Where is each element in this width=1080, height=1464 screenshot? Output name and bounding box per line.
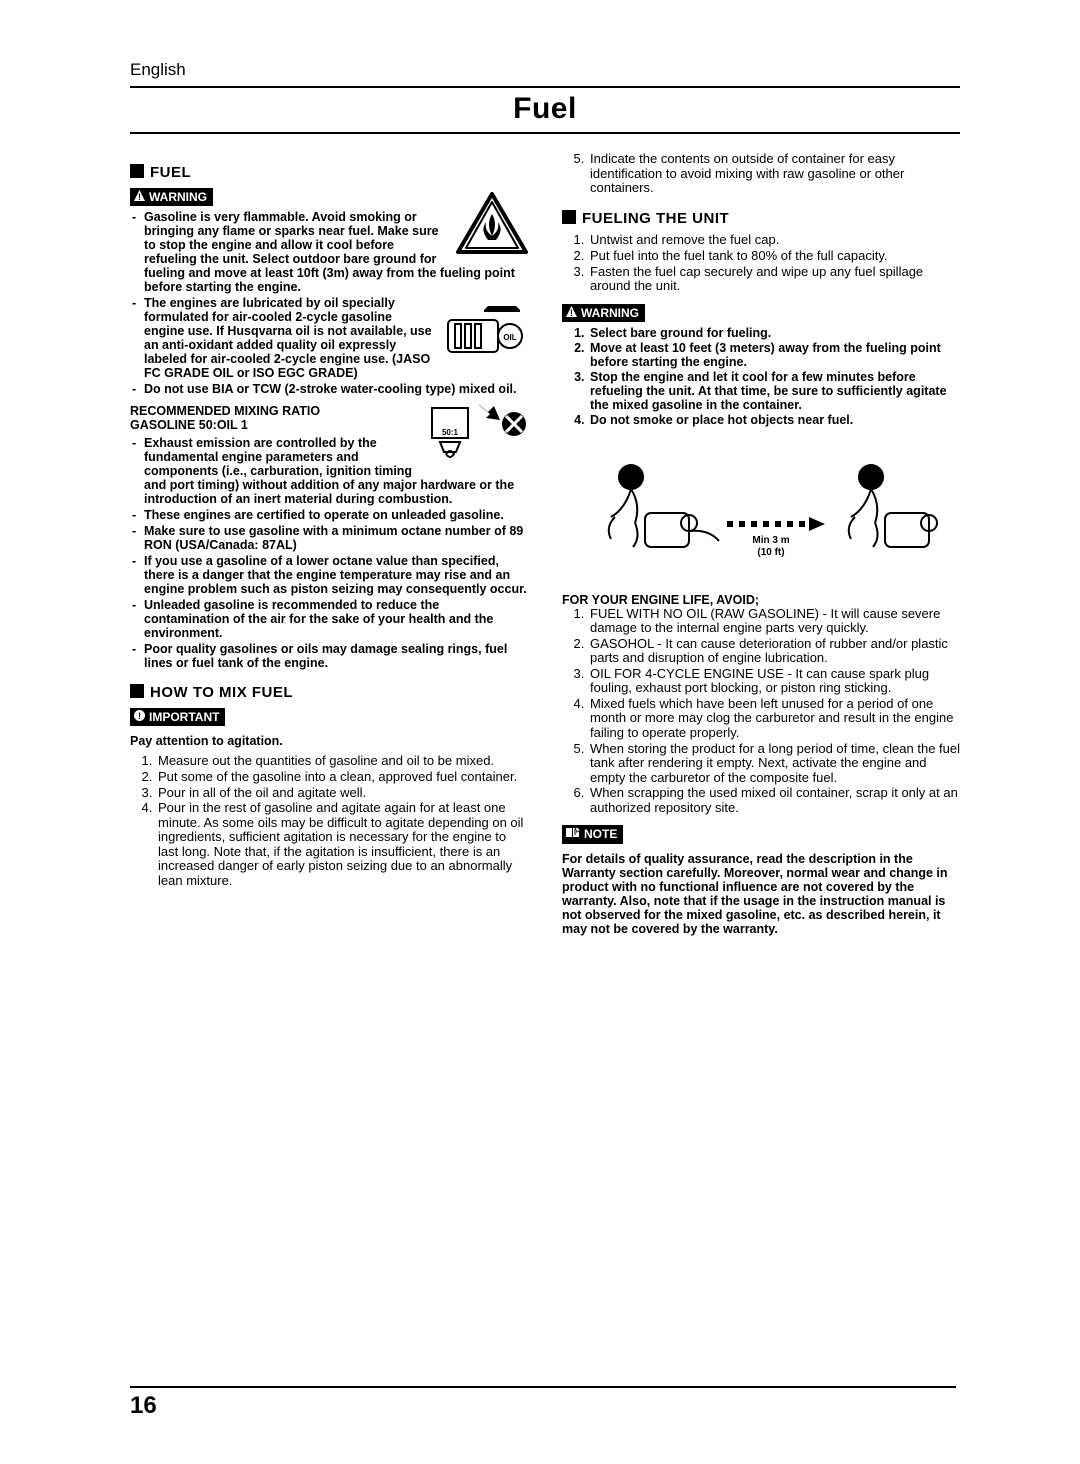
page-number: 16 [130, 1386, 956, 1420]
important-tag: ! IMPORTANT [130, 708, 225, 726]
mix-step: Indicate the contents on outside of cont… [588, 152, 960, 196]
warn-item: Exhaust emission are controlled by the f… [144, 436, 528, 506]
how-to-mix-heading: HOW TO MIX FUEL [130, 684, 528, 702]
language-label: English [130, 60, 960, 80]
svg-text:!: ! [138, 711, 141, 721]
fueling-heading: FUELING THE UNIT [562, 210, 960, 228]
svg-text:!: ! [570, 308, 573, 317]
heading-bullet-icon [130, 164, 144, 178]
warn-item: Gasoline is very flammable. Avoid smokin… [144, 210, 528, 294]
fueling-warn: Move at least 10 feet (3 meters) away fr… [588, 341, 960, 369]
note-tag: NOTE [562, 825, 623, 843]
heading-bullet-icon [562, 210, 576, 224]
mix-step: Put some of the gasoline into a clean, a… [156, 770, 528, 785]
fueling-warn: Select bare ground for fueling. [588, 326, 960, 340]
svg-text:!: ! [138, 192, 141, 201]
fuel-warning-list-1: Gasoline is very flammable. Avoid smokin… [130, 210, 528, 294]
pay-attention: Pay attention to agitation. [130, 734, 528, 748]
warn-item: If you use a gasoline of a lower octane … [144, 554, 528, 596]
section-title-bar: Fuel [130, 86, 960, 134]
warning-tag: ! WARNING [130, 188, 213, 206]
warning-triangle-icon: ! [134, 190, 145, 204]
warning-tag: ! WARNING [562, 304, 645, 322]
heading-bullet-icon [130, 684, 144, 698]
min-distance-figure: Min 3 m (10 ft) [562, 437, 960, 587]
avoid-list: FUEL WITH NO OIL (RAW GASOLINE) - It wil… [562, 607, 960, 816]
avoid-item: Mixed fuels which have been left unused … [588, 697, 960, 741]
avoid-heading: FOR YOUR ENGINE LIFE, AVOID; [562, 593, 960, 607]
fuel-warning-list-3: Exhaust emission are controlled by the f… [130, 436, 528, 670]
fueling-warning-list: Select bare ground for fueling. Move at … [562, 326, 960, 427]
warn-item: Make sure to use gasoline with a minimum… [144, 524, 528, 552]
fueling-step: Put fuel into the fuel tank to 80% of th… [588, 249, 960, 264]
fueling-steps: Untwist and remove the fuel cap. Put fue… [562, 233, 960, 293]
avoid-item: When storing the product for a long peri… [588, 742, 960, 786]
important-circle-icon: ! [134, 710, 145, 724]
mix-step: Pour in the rest of gasoline and agitate… [156, 801, 528, 888]
recommended-ratio: RECOMMENDED MIXING RATIO GASOLINE 50:OIL… [130, 404, 360, 432]
mix-steps-cont: Indicate the contents on outside of cont… [562, 152, 960, 196]
warn-item: Unleaded gasoline is recommended to redu… [144, 598, 528, 640]
mix-step: Measure out the quantities of gasoline a… [156, 754, 528, 769]
fueling-step: Untwist and remove the fuel cap. [588, 233, 960, 248]
warn-item: The engines are lubricated by oil specia… [144, 296, 528, 380]
warn-item: Poor quality gasolines or oils may damag… [144, 642, 528, 670]
note-text: For details of quality assurance, read t… [562, 852, 960, 936]
fueling-step: Fasten the fuel cap securely and wipe up… [588, 265, 960, 294]
note-page-icon [566, 827, 580, 841]
right-column: Indicate the contents on outside of cont… [562, 152, 960, 936]
avoid-item: GASOHOL - It can cause deterioration of … [588, 637, 960, 666]
fueling-warn: Do not smoke or place hot objects near f… [588, 413, 960, 427]
fig-min-distance-2: (10 ft) [757, 547, 784, 558]
warn-item: Do not use BIA or TCW (2-stroke water-co… [144, 382, 528, 396]
avoid-item: When scrapping the used mixed oil contai… [588, 786, 960, 815]
avoid-item: OIL FOR 4-CYCLE ENGINE USE - It can caus… [588, 667, 960, 696]
left-column: FUEL ! WARNING Gasoline is very flammabl… [130, 152, 528, 936]
page-title: Fuel [130, 92, 960, 126]
fuel-heading: FUEL [130, 164, 528, 182]
avoid-item: FUEL WITH NO OIL (RAW GASOLINE) - It wil… [588, 607, 960, 636]
fueling-warn: Stop the engine and let it cool for a fe… [588, 370, 960, 412]
warn-item: These engines are certified to operate o… [144, 508, 528, 522]
mix-step: Pour in all of the oil and agitate well. [156, 786, 528, 801]
warning-triangle-icon: ! [566, 306, 577, 320]
fig-min-distance-1: Min 3 m [752, 535, 789, 546]
mix-steps: Measure out the quantities of gasoline a… [130, 754, 528, 888]
fuel-warning-list-2: The engines are lubricated by oil specia… [130, 296, 528, 396]
